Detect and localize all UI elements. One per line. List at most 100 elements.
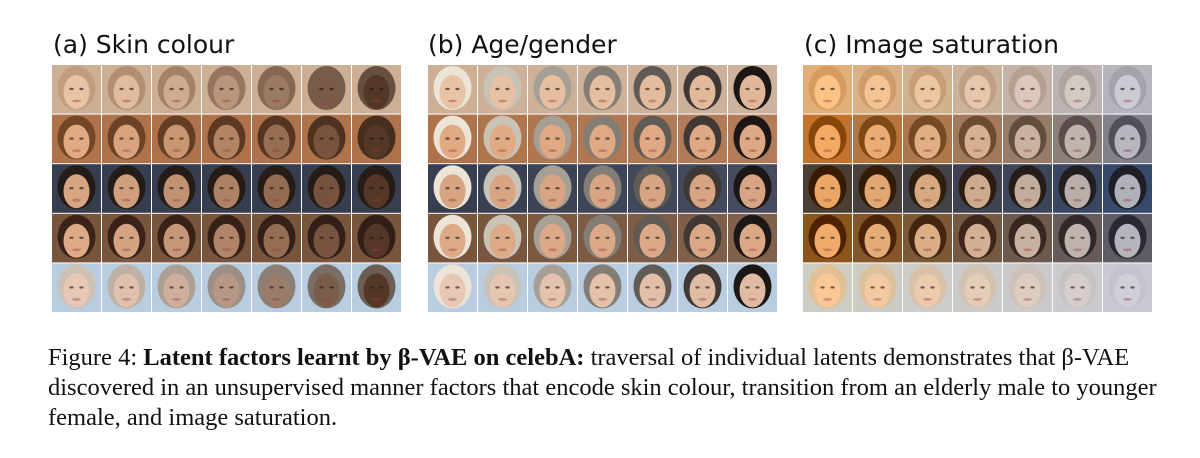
caption-label: Figure 4: <box>48 344 138 371</box>
face <box>864 124 891 159</box>
eye <box>219 137 224 140</box>
face-tile <box>578 114 627 164</box>
mouth <box>648 99 657 103</box>
eye <box>595 236 600 239</box>
eye <box>1070 187 1075 190</box>
eye <box>1130 137 1135 140</box>
face <box>313 273 340 308</box>
eye <box>870 187 875 190</box>
face-tile <box>1003 213 1052 263</box>
face <box>263 273 290 308</box>
face-tile <box>953 263 1002 312</box>
face-tile <box>528 164 577 213</box>
face-tile <box>352 263 401 312</box>
mouth <box>1123 149 1132 152</box>
mouth <box>172 198 181 202</box>
eye <box>1130 236 1135 239</box>
face-tile <box>628 114 677 164</box>
eye <box>980 187 985 190</box>
mouth <box>823 99 832 103</box>
face <box>1114 174 1141 209</box>
eye <box>319 236 324 239</box>
face <box>1114 75 1141 109</box>
eye <box>705 187 710 190</box>
face <box>589 75 616 109</box>
image-grid <box>428 65 777 312</box>
face <box>914 75 941 109</box>
eye <box>129 286 134 289</box>
eye <box>79 87 84 91</box>
face <box>639 174 666 209</box>
eye <box>830 87 835 91</box>
eye <box>1120 187 1125 190</box>
face <box>689 273 716 308</box>
eye <box>1120 87 1125 91</box>
eye <box>705 137 710 140</box>
face-tile <box>1003 164 1052 213</box>
mouth <box>172 298 181 301</box>
mouth <box>372 298 381 301</box>
eye <box>645 286 650 289</box>
face-tile <box>903 114 952 164</box>
face-tile <box>853 65 902 114</box>
mouth <box>1073 198 1082 202</box>
eye <box>1080 187 1085 190</box>
eye <box>279 137 284 140</box>
face <box>739 174 766 209</box>
eye <box>279 236 284 239</box>
eye <box>219 187 224 190</box>
eye <box>505 187 510 190</box>
mouth <box>372 248 381 252</box>
eye <box>820 286 825 289</box>
eye <box>880 137 885 140</box>
face <box>639 223 666 258</box>
eye <box>219 286 224 289</box>
eye <box>319 137 324 140</box>
face-tile <box>252 213 301 263</box>
mouth <box>448 248 457 252</box>
eye <box>755 187 760 190</box>
face <box>63 223 90 258</box>
face-tile <box>202 263 251 312</box>
face-tile <box>853 164 902 213</box>
mouth <box>222 198 231 202</box>
eye <box>69 137 74 140</box>
eye <box>970 137 975 140</box>
eye <box>545 236 550 239</box>
mouth <box>1073 149 1082 152</box>
mouth <box>372 149 381 152</box>
eye <box>179 236 184 239</box>
eye <box>930 187 935 190</box>
eye <box>870 286 875 289</box>
eye <box>705 236 710 239</box>
eye <box>1020 286 1025 289</box>
eye <box>695 286 700 289</box>
eye <box>369 236 374 239</box>
eye <box>129 187 134 190</box>
eye <box>169 236 174 239</box>
mouth <box>648 248 657 252</box>
eye <box>495 87 500 91</box>
face-tile <box>102 114 151 164</box>
eye <box>369 187 374 190</box>
eye <box>379 87 384 91</box>
eye <box>920 187 925 190</box>
eye <box>329 286 334 289</box>
face <box>363 223 390 258</box>
mouth <box>648 149 657 152</box>
face <box>113 124 140 159</box>
face <box>1064 75 1091 109</box>
face-tile <box>102 213 151 263</box>
eye <box>555 236 560 239</box>
face <box>363 75 390 109</box>
mouth <box>498 149 507 152</box>
mouth <box>598 198 607 202</box>
image-grid <box>803 65 1152 312</box>
eye <box>880 286 885 289</box>
eye <box>505 87 510 91</box>
face <box>1014 273 1041 308</box>
mouth <box>1023 99 1032 103</box>
mouth <box>448 298 457 301</box>
face <box>1014 124 1041 159</box>
eye <box>545 87 550 91</box>
